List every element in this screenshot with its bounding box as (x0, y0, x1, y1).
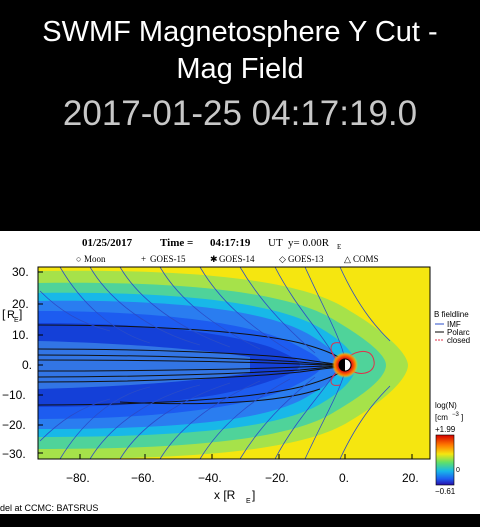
plot-header-y: y= 0.00R (288, 237, 330, 249)
title-line-2: Mag Field (176, 53, 304, 85)
satellite-legend: ○ Moon + GOES-15 ✱ GOES-14 ◇ GOES-13 △ C… (76, 254, 379, 264)
legend-label-goes14: GOES-14 (219, 254, 255, 264)
model-credit: del at CCMC: BATSRUS (0, 503, 98, 513)
legend-label-moon: Moon (84, 254, 106, 264)
plot-header-ut: UT (268, 237, 283, 249)
density-colorbar: log(N) [cm −3 ] +1.99 0 −0.61 (435, 401, 463, 496)
x-tick-20: 20. (402, 471, 419, 485)
y-axis-sub: E (14, 317, 19, 324)
red-fieldlines (330, 342, 375, 386)
title-line-1: SWMF Magnetosphere Y Cut - (42, 16, 438, 48)
colorbar-mid: 0 (456, 467, 460, 474)
y-tick-30: 30. (12, 265, 29, 279)
fieldline-legend: B fieldline IMF Polarc closed (434, 310, 470, 345)
legend-symbol-coms: △ (344, 254, 351, 264)
magnetosphere-plot[interactable]: 01/25/2017 Time = 04:17:19 UT y= 0.00R E… (0, 231, 480, 514)
plot-field (38, 267, 430, 459)
plot-header-y-sub: E (337, 243, 341, 251)
colorbar-unit: [cm (435, 413, 448, 422)
x-axis-close: ] (252, 488, 255, 502)
imf-fieldlines (39, 267, 391, 459)
x-tick-0: 0. (339, 471, 349, 485)
y-axis: 30. 20. 10. 0. −10. −20. −30. [ R E ] (2, 265, 32, 461)
y-tick-m10: −10. (2, 388, 26, 402)
legend-label-goes13: GOES-13 (288, 254, 324, 264)
legend-label-goes15: GOES-15 (150, 254, 186, 264)
x-axis-sub: E (246, 498, 251, 505)
axis-ticks (38, 271, 413, 459)
plot-header-time-label: Time = (160, 237, 193, 249)
y-tick-0: 0. (22, 358, 32, 372)
y-tick-m20: −20. (2, 418, 26, 432)
svg-text:]: ] (19, 307, 22, 321)
fieldline-legend-imf: IMF (447, 320, 461, 329)
fieldline-legend-title: B fieldline (434, 310, 469, 319)
svg-text:[: [ (2, 307, 6, 321)
plot-header-time: 04:17:19 (210, 237, 251, 249)
plot-frame (37, 266, 431, 460)
timestamp: 2017-01-25 04:17:19.0 (62, 94, 418, 133)
earth-night-side (339, 359, 345, 371)
x-tick-m20: −20. (265, 471, 289, 485)
legend-symbol-goes13: ◇ (279, 254, 286, 264)
y-tick-10: 10. (12, 328, 29, 342)
legend-label-coms: COMS (353, 254, 379, 264)
y-tick-20: 20. (12, 297, 29, 311)
plot-header-date: 01/25/2017 (82, 237, 133, 249)
legend-symbol-moon: ○ (76, 254, 81, 264)
y-tick-m30: −30. (2, 447, 26, 461)
fieldline-legend-polarcap: Polarc (447, 328, 470, 337)
colorbar-max: +1.99 (435, 425, 456, 434)
colorbar-unit-sup: −3 (452, 412, 460, 418)
legend-symbol-goes14: ✱ (210, 254, 218, 264)
closed-fieldlines (38, 324, 349, 406)
x-axis: −80. −60. −40. −20. 0. 20. x [R E ] (66, 471, 419, 505)
colorbar-title: log(N) (435, 401, 457, 410)
legend-symbol-goes15: + (141, 254, 146, 264)
plot-header: 01/25/2017 Time = 04:17:19 UT y= 0.00R E (82, 237, 341, 251)
x-tick-m40: −40. (198, 471, 222, 485)
colorbar-gradient (435, 434, 455, 486)
colorbar-min: −0.61 (435, 487, 456, 496)
plot-canvas: 01/25/2017 Time = 04:17:19 UT y= 0.00R E… (0, 237, 470, 513)
page-title: SWMF Magnetosphere Y Cut - Mag Field (0, 14, 480, 88)
x-tick-m80: −80. (66, 471, 90, 485)
fieldline-legend-closed: closed (447, 336, 470, 345)
x-tick-m60: −60. (131, 471, 155, 485)
colorbar-unit-close: ] (461, 413, 463, 422)
x-axis-label: x [R (214, 488, 236, 502)
y-axis-label: R (7, 309, 15, 321)
